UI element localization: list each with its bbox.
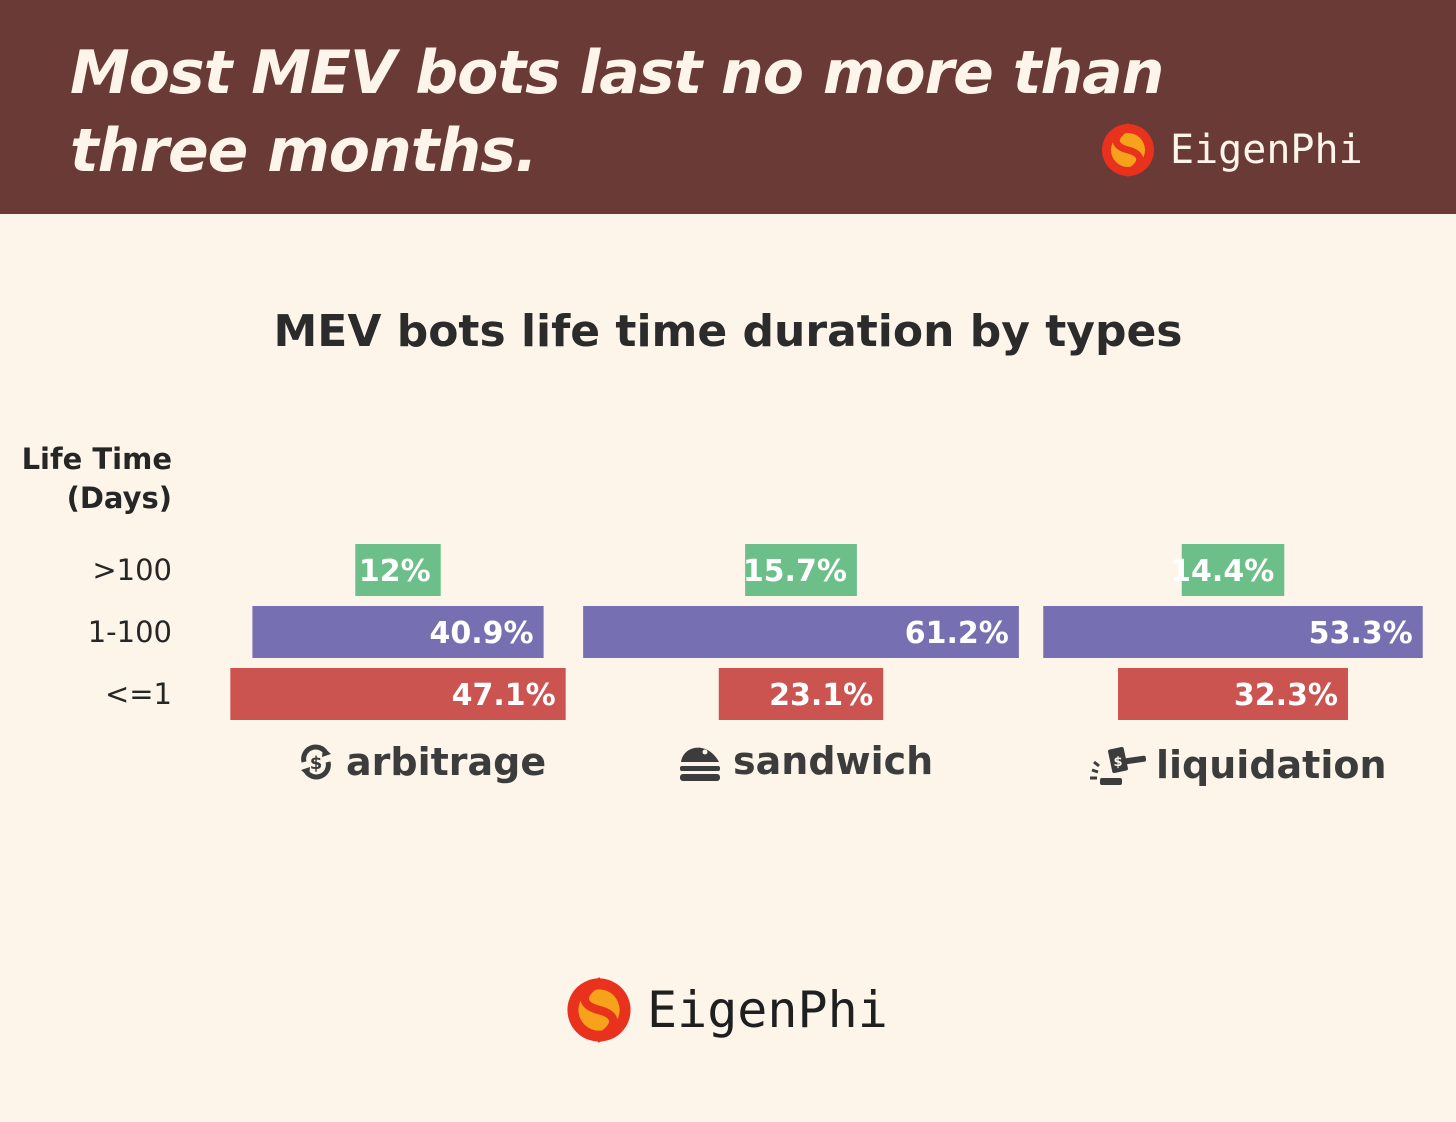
headline: Most MEV bots last no more than three mo… — [70, 38, 1164, 186]
header-brand-name: EigenPhi — [1170, 127, 1363, 173]
group-label-text: liquidation — [1156, 743, 1387, 787]
data-label: 53.3% — [1309, 616, 1413, 651]
currency-exchange-icon: $ — [301, 744, 331, 780]
bar-liquidation-2 — [1118, 668, 1348, 720]
data-label: 40.9% — [430, 616, 534, 651]
header-banner: Most MEV bots last no more than three mo… — [0, 0, 1456, 214]
bar-sandwich-0 — [745, 544, 857, 596]
data-label: 23.1% — [769, 678, 873, 713]
bar-sandwich-2 — [718, 668, 884, 720]
group-label-text: sandwich — [733, 739, 934, 783]
group-label-liquidation: $ liquidation — [1088, 742, 1387, 788]
y-axis-label-line1: Life Time — [21, 442, 172, 476]
bar-sandwich-1 — [583, 606, 1019, 658]
data-label: 32.3% — [1234, 678, 1338, 713]
bar-arbitrage-1 — [252, 606, 544, 658]
y-axis-label-line2: (Days) — [66, 481, 172, 515]
bar-arbitrage-2 — [230, 668, 566, 720]
chart: >100 1-100 <=1 12% 40.9% 47.1% 15.7% 61.2% 23.1%… — [88, 544, 1423, 720]
bar-arbitrage-0 — [355, 544, 441, 596]
group-label-arbitrage: $ arbitrage — [296, 740, 546, 784]
sandwich-icon — [680, 747, 720, 781]
chart-title: MEV bots life time duration by types — [273, 306, 1183, 357]
bar-liquidation-1 — [1043, 606, 1423, 658]
data-label: 15.7% — [743, 554, 847, 589]
gavel-icon: $ — [1090, 746, 1146, 785]
svg-text:$: $ — [1113, 755, 1122, 770]
footer-brand-name: EigenPhi — [647, 981, 888, 1039]
category-label: <=1 — [105, 677, 172, 711]
eigenphi-logo-icon — [567, 977, 631, 1043]
category-label: 1-100 — [88, 615, 172, 649]
data-label: 47.1% — [452, 678, 556, 713]
group-label-text: arbitrage — [346, 740, 547, 784]
svg-text:$: $ — [310, 753, 323, 774]
data-label: 12% — [359, 554, 431, 589]
y-axis-label: Life Time (Days) — [22, 440, 172, 518]
footer-brand: EigenPhi — [565, 976, 888, 1044]
group-label-sandwich: sandwich — [677, 738, 933, 784]
bar-liquidation-0 — [1181, 544, 1285, 596]
header-brand: EigenPhi — [1100, 122, 1363, 178]
category-label: >100 — [92, 553, 172, 587]
data-label: 14.4% — [1170, 554, 1274, 589]
data-label: 61.2% — [905, 616, 1009, 651]
eigenphi-logo-icon — [1102, 122, 1154, 178]
